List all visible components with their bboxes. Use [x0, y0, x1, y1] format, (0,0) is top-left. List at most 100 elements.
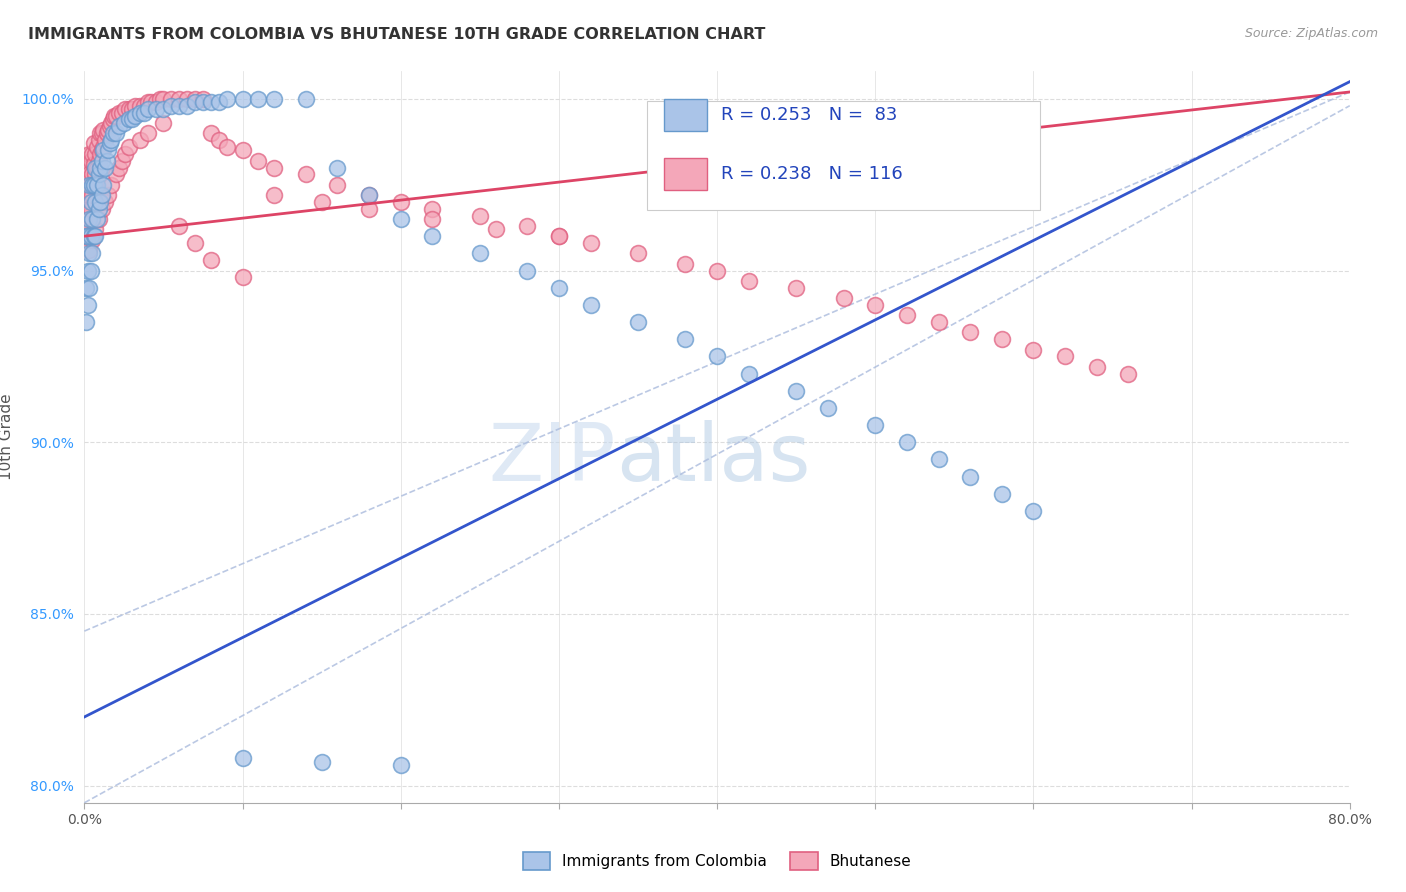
- Point: [468, 209, 491, 223]
- Point: [145, 102, 167, 116]
- Point: [84, 167, 107, 181]
- Point: [136, 95, 159, 110]
- Point: [263, 92, 285, 106]
- Point: [100, 116, 122, 130]
- Point: [231, 751, 254, 765]
- Point: [468, 246, 491, 260]
- Point: [105, 167, 127, 181]
- Point: [75, 194, 97, 209]
- Point: [100, 133, 122, 147]
- Point: [785, 384, 807, 398]
- Point: [128, 98, 150, 112]
- Point: [516, 219, 538, 233]
- Point: [191, 92, 214, 106]
- Point: [108, 105, 131, 120]
- Point: [87, 212, 110, 227]
- Point: [82, 167, 104, 181]
- Point: [389, 212, 412, 227]
- Point: [184, 95, 207, 110]
- Y-axis label: 10th Grade: 10th Grade: [0, 393, 14, 481]
- Point: [422, 202, 444, 216]
- Point: [90, 126, 112, 140]
- Text: IMMIGRANTS FROM COLOMBIA VS BHUTANESE 10TH GRADE CORRELATION CHART: IMMIGRANTS FROM COLOMBIA VS BHUTANESE 10…: [28, 27, 765, 42]
- Point: [247, 153, 270, 168]
- Point: [1085, 359, 1108, 374]
- Point: [326, 161, 349, 175]
- Point: [84, 146, 107, 161]
- Point: [863, 418, 887, 433]
- Point: [90, 202, 112, 216]
- Point: [832, 291, 855, 305]
- Point: [706, 263, 728, 277]
- Point: [928, 315, 950, 329]
- Point: [100, 178, 122, 192]
- Point: [76, 222, 98, 236]
- Point: [105, 126, 127, 140]
- Legend: Immigrants from Colombia, Bhutanese: Immigrants from Colombia, Bhutanese: [516, 847, 918, 876]
- Point: [208, 95, 231, 110]
- Point: [77, 188, 100, 202]
- Point: [76, 229, 98, 244]
- Point: [83, 157, 105, 171]
- Point: [79, 202, 103, 216]
- Point: [548, 281, 571, 295]
- Text: ZIP: ZIP: [488, 420, 616, 498]
- Point: [169, 98, 191, 112]
- Point: [86, 212, 108, 227]
- Point: [208, 133, 231, 147]
- Point: [75, 229, 97, 244]
- Point: [548, 229, 571, 244]
- Point: [90, 188, 112, 202]
- Point: [75, 161, 97, 175]
- Point: [152, 116, 174, 130]
- Point: [134, 105, 156, 120]
- FancyBboxPatch shape: [664, 99, 707, 131]
- Point: [94, 161, 117, 175]
- Point: [675, 332, 697, 346]
- Point: [1022, 343, 1045, 357]
- Point: [105, 109, 127, 123]
- Point: [124, 98, 146, 112]
- Point: [77, 281, 100, 295]
- Point: [128, 133, 150, 147]
- Point: [75, 229, 97, 244]
- Point: [82, 178, 104, 192]
- Point: [83, 229, 105, 244]
- Point: [87, 133, 110, 147]
- Point: [75, 315, 97, 329]
- Point: [896, 308, 918, 322]
- Point: [247, 92, 270, 106]
- Point: [1118, 367, 1140, 381]
- Point: [93, 178, 115, 192]
- Point: [89, 126, 111, 140]
- Point: [93, 122, 115, 136]
- Point: [169, 92, 191, 106]
- Point: [93, 140, 115, 154]
- Point: [311, 755, 333, 769]
- Point: [76, 181, 98, 195]
- Point: [990, 487, 1012, 501]
- Point: [160, 92, 183, 106]
- Point: [357, 202, 380, 216]
- Point: [928, 452, 950, 467]
- Point: [83, 178, 105, 192]
- Point: [121, 112, 143, 127]
- Point: [627, 246, 650, 260]
- Point: [184, 235, 207, 250]
- Point: [200, 126, 222, 140]
- Point: [1054, 350, 1077, 364]
- Text: atlas: atlas: [616, 420, 810, 498]
- Point: [75, 178, 97, 192]
- Point: [169, 219, 191, 233]
- Point: [87, 153, 110, 168]
- Point: [200, 95, 222, 110]
- Point: [184, 92, 207, 106]
- Point: [675, 257, 697, 271]
- Point: [97, 144, 120, 158]
- Point: [136, 102, 159, 116]
- Point: [83, 136, 105, 151]
- Point: [114, 146, 136, 161]
- Point: [79, 194, 103, 209]
- Point: [87, 202, 110, 216]
- Point: [108, 161, 131, 175]
